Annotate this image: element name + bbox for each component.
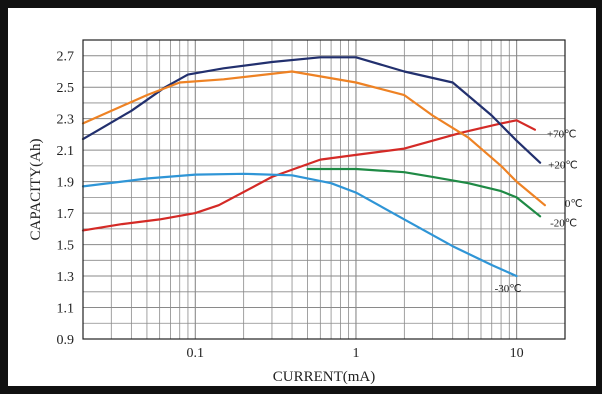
series-label: 0℃ xyxy=(565,198,583,210)
series-labels: +70℃ +20℃ 0℃ -20℃ -30℃ xyxy=(495,129,583,295)
y-tick-label: 2.5 xyxy=(57,81,75,96)
y-tick-label: 1.1 xyxy=(57,302,75,317)
series-label: +70℃ xyxy=(547,129,577,141)
series-line xyxy=(81,56,542,164)
x-tick-label: 10 xyxy=(510,346,524,361)
x-tick-label: 1 xyxy=(352,346,359,361)
series-label: -30℃ xyxy=(495,283,522,295)
y-axis-label: CAPACITY(Ah) xyxy=(28,139,44,241)
major-gridlines xyxy=(83,55,565,340)
series-line xyxy=(81,119,537,232)
plot-border xyxy=(82,39,566,340)
y-tick-label: 1.7 xyxy=(57,207,75,222)
series-line xyxy=(306,167,542,218)
y-tick-labels: 0.9 1.1 1.3 1.5 1.7 1.9 2.1 2.3 2.5 2.7 xyxy=(57,50,75,348)
x-tick-labels: 0.1 1 10 xyxy=(187,346,524,361)
y-tick-label: 2.1 xyxy=(57,144,75,159)
series-line xyxy=(81,70,547,207)
series-line xyxy=(81,172,518,278)
series-lines xyxy=(81,56,547,278)
y-tick-label: 1.9 xyxy=(57,176,75,191)
y-tick-label: 2.3 xyxy=(57,113,75,128)
x-axis-label: CURRENT(mA) xyxy=(273,369,376,385)
series-label: +20℃ xyxy=(548,160,578,172)
y-tick-label: 1.3 xyxy=(57,270,75,285)
y-tick-label: 0.9 xyxy=(57,333,75,348)
minor-gridlines xyxy=(110,40,518,339)
y-tick-label: 2.7 xyxy=(57,50,75,65)
series-label: -20℃ xyxy=(550,217,577,229)
y-tick-label: 1.5 xyxy=(57,239,75,254)
x-tick-label: 0.1 xyxy=(187,346,205,361)
